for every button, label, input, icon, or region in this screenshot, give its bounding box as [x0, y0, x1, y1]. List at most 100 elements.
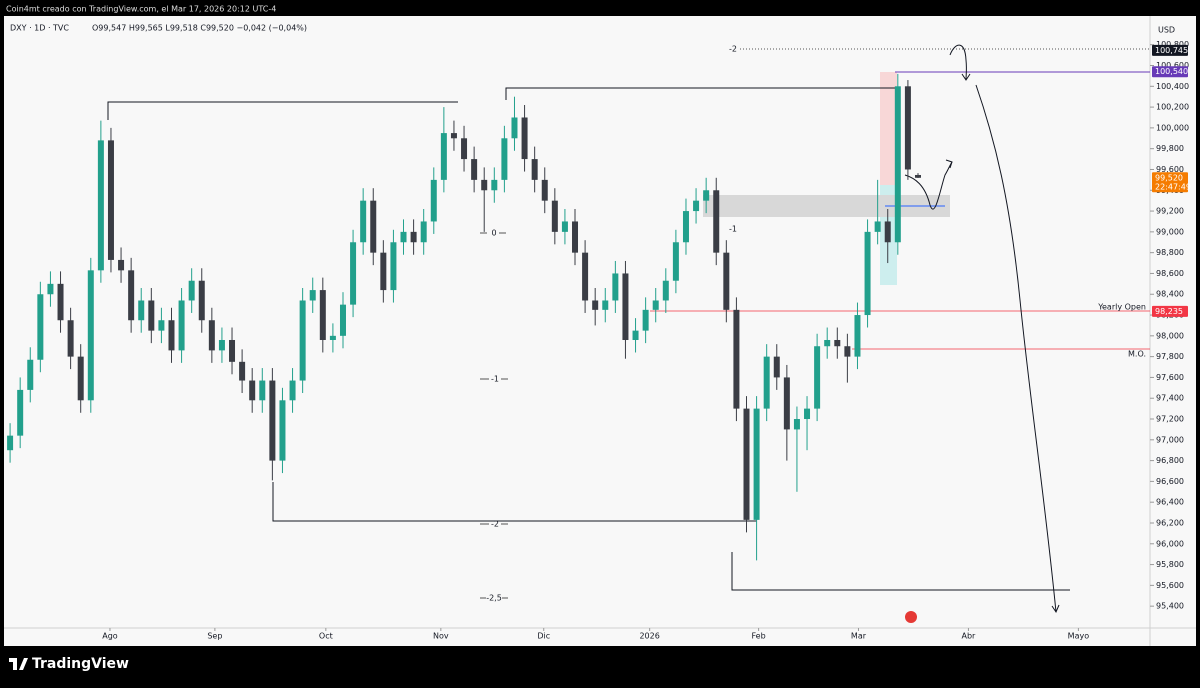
range-lines — [107, 87, 1070, 591]
candle-body — [914, 174, 921, 178]
candle-body — [713, 190, 720, 253]
candle-body — [662, 280, 669, 301]
y-tick-label: 99,600 — [1156, 165, 1184, 174]
candle-body — [632, 330, 639, 340]
candle-body — [77, 356, 84, 401]
candle-body — [834, 339, 841, 347]
candle-body — [390, 242, 397, 291]
y-tick-label: 95,800 — [1156, 560, 1184, 569]
y-tick-label: 99,800 — [1156, 144, 1184, 153]
gap-zone — [703, 195, 950, 217]
supply-zone — [880, 72, 897, 185]
y-tick-label: 98,400 — [1156, 290, 1184, 299]
price-label-box — [1152, 66, 1188, 78]
price-label: 98,235 — [1155, 307, 1183, 316]
y-tick-label: 99,000 — [1156, 227, 1184, 236]
candle-body — [239, 361, 246, 381]
candle-body — [521, 117, 528, 160]
candle-body — [178, 300, 185, 351]
candle-body — [693, 200, 700, 212]
candle-body — [208, 320, 215, 351]
candle-body — [128, 270, 135, 321]
brand: TradingView — [9, 656, 129, 672]
x-tick-label: Sep — [207, 632, 222, 641]
candle-body — [229, 339, 236, 362]
annotation: M.O. — [1128, 350, 1146, 359]
y-tick-label: 98,800 — [1156, 248, 1184, 257]
candle-body — [57, 283, 64, 321]
y-tick-label: 96,000 — [1156, 539, 1184, 548]
annotation: Yearly Open — [1097, 303, 1146, 312]
candle-body — [501, 138, 508, 180]
candle-body — [198, 280, 205, 321]
candle-body — [97, 140, 104, 271]
y-tick-label: 97,600 — [1156, 373, 1184, 382]
candle-body — [864, 231, 871, 316]
candle-body — [652, 300, 659, 310]
candle-body — [299, 300, 306, 381]
fib-label: -2,5 — [486, 594, 502, 603]
candle-body — [420, 221, 427, 243]
x-tick-label: Nov — [433, 632, 449, 641]
x-tick-label: Abr — [962, 632, 977, 641]
candle-body — [814, 346, 821, 409]
currency: USD — [1158, 26, 1175, 35]
candle-body — [440, 133, 447, 180]
candle-body — [572, 221, 579, 253]
candle-body — [118, 259, 125, 271]
y-tick-label: 99,200 — [1156, 207, 1184, 216]
candle-body — [743, 408, 750, 520]
candle-body — [672, 242, 679, 281]
price-label: 100,745 — [1155, 46, 1188, 55]
y-tick-label: 100,200 — [1156, 103, 1189, 112]
y-tick-label: 97,000 — [1156, 435, 1184, 444]
candle-body — [279, 400, 286, 461]
candle-body — [218, 339, 225, 351]
price-label-box — [1152, 305, 1188, 317]
candle-body — [733, 309, 740, 409]
x-tick-label: Dic — [537, 632, 550, 641]
x-tick-label: Oct — [319, 632, 333, 641]
candle-body — [37, 294, 44, 360]
x-tick-label: Feb — [752, 632, 766, 641]
candle-body — [370, 200, 377, 253]
candle-body — [612, 273, 619, 301]
candle-body — [188, 280, 195, 301]
price-label-box — [1152, 172, 1188, 193]
candle-body — [47, 283, 54, 295]
candle-body — [682, 211, 689, 243]
candle-body — [582, 252, 589, 301]
candle-body — [430, 179, 437, 222]
candle-body — [511, 117, 518, 139]
candle-body — [561, 221, 568, 232]
price-label: 100,540 — [1155, 67, 1188, 76]
y-tick-label: 97,800 — [1156, 352, 1184, 361]
fib-label: -1 — [491, 375, 499, 384]
candle-body — [107, 140, 114, 260]
candle-body — [602, 300, 609, 310]
candle-body — [450, 133, 457, 139]
y-tick-label: 96,800 — [1156, 456, 1184, 465]
candle-body — [904, 86, 911, 170]
ohlc: O99,547 H99,565 L99,518 C99,520 −0,042 (… — [92, 24, 307, 33]
hand-arrow-down — [975, 84, 1060, 614]
countdown: 22:47:49 — [1155, 182, 1191, 191]
candle-body — [703, 190, 710, 201]
candle-body — [269, 380, 276, 461]
y-tick-label: 100,400 — [1156, 82, 1189, 91]
y-tick-label: 97,200 — [1156, 415, 1184, 424]
candle-body — [884, 221, 891, 243]
candle-body — [793, 419, 800, 430]
candle-body — [541, 179, 548, 201]
candle-body — [783, 377, 790, 430]
candle-body — [148, 300, 155, 331]
price-label: 99,520 — [1155, 173, 1183, 182]
price-label-box — [1152, 44, 1188, 56]
symbol: DXY · 1D · TVC — [10, 24, 69, 33]
candle-body — [763, 356, 770, 409]
candle-body — [87, 270, 94, 401]
candle-body — [471, 159, 478, 180]
y-tick-label: 95,600 — [1156, 581, 1184, 590]
x-tick-label: 2026 — [639, 632, 659, 641]
